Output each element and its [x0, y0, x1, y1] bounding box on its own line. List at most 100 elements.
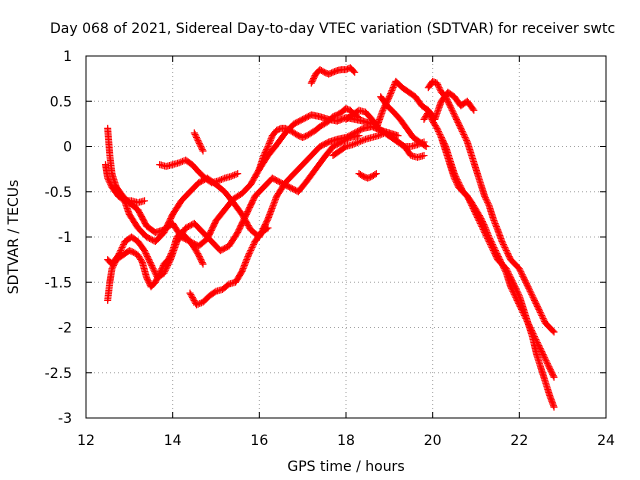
data-point	[266, 138, 274, 146]
data-point	[475, 216, 483, 224]
data-point	[491, 220, 499, 228]
data-point	[457, 124, 465, 132]
data-point	[499, 239, 507, 247]
data-point	[523, 280, 531, 288]
data-point	[502, 265, 510, 273]
data-point	[141, 248, 149, 256]
data-point	[476, 219, 484, 227]
data-point	[434, 127, 442, 135]
y-tick-label: -2.5	[45, 366, 72, 382]
data-point	[463, 192, 471, 200]
data-point	[265, 141, 273, 149]
data-point	[512, 286, 520, 294]
x-tick-label: 16	[250, 433, 268, 449]
data-point	[506, 272, 514, 280]
data-point	[480, 227, 488, 235]
data-point	[529, 293, 537, 301]
data-points	[102, 64, 558, 411]
data-point	[394, 132, 402, 140]
data-point	[199, 260, 207, 268]
data-point	[389, 83, 397, 91]
data-point	[473, 213, 481, 221]
data-point	[532, 299, 540, 307]
data-point	[542, 357, 550, 365]
data-point	[118, 244, 126, 252]
data-point	[450, 111, 458, 119]
data-point	[546, 366, 554, 374]
data-point	[425, 110, 433, 118]
data-point	[540, 316, 548, 324]
data-point	[115, 250, 123, 258]
data-point	[472, 210, 480, 218]
data-point	[195, 139, 203, 147]
y-tick-label: 1	[63, 49, 72, 65]
y-axis-label: SDTVAR / TECUs	[6, 180, 22, 295]
data-point	[482, 231, 490, 239]
data-series-arc-12	[342, 106, 428, 161]
data-point	[484, 236, 492, 244]
data-point	[152, 277, 160, 285]
x-tick-label: 24	[597, 433, 615, 449]
data-point	[261, 149, 269, 157]
data-point	[470, 206, 478, 214]
data-point	[451, 112, 459, 120]
data-point	[262, 147, 270, 155]
data-point	[263, 144, 271, 152]
data-point	[234, 170, 242, 178]
data-point	[451, 176, 459, 184]
data-point	[453, 180, 461, 188]
data-point	[161, 268, 169, 276]
data-point	[536, 345, 544, 353]
data-point	[449, 108, 457, 116]
data-point	[442, 94, 450, 102]
tick-labels: 12 14 16 18 20 22 24 -3 -2.5 -2 -1.5 -1 -0.5 0 0.5 1	[45, 49, 615, 449]
data-point	[548, 369, 556, 377]
data-point	[433, 79, 441, 87]
data-point	[453, 115, 460, 123]
data-point	[247, 247, 255, 255]
data-point	[248, 244, 256, 252]
data-point	[151, 269, 159, 277]
data-point	[500, 242, 508, 250]
data-point	[511, 283, 519, 291]
data-point	[446, 102, 454, 110]
data-point	[530, 331, 538, 339]
data-point	[117, 245, 125, 253]
data-point	[193, 301, 200, 309]
data-point	[452, 114, 460, 122]
data-series-arc-4	[104, 132, 363, 282]
data-point	[355, 114, 363, 122]
data-point	[468, 203, 476, 211]
data-point	[216, 176, 224, 184]
data-point	[265, 139, 273, 147]
data-point	[468, 201, 476, 209]
data-point	[352, 139, 360, 147]
data-point	[307, 79, 315, 87]
data-point	[148, 262, 156, 270]
data-point	[546, 364, 554, 372]
data-point	[143, 253, 151, 261]
data-point	[190, 129, 198, 137]
data-point	[387, 88, 395, 96]
data-point	[467, 200, 475, 208]
data-series-arc-13	[355, 170, 380, 182]
data-point	[195, 253, 203, 261]
data-point	[196, 300, 204, 308]
y-tick-label: -1	[58, 230, 72, 246]
data-point	[533, 339, 541, 347]
data-point	[501, 244, 509, 252]
data-point	[230, 171, 238, 179]
data-point	[143, 274, 151, 282]
data-point	[528, 292, 536, 300]
data-point	[507, 274, 515, 282]
y-tick-label: -3	[58, 411, 72, 427]
data-point	[350, 67, 358, 75]
data-point	[514, 289, 522, 297]
data-point	[531, 298, 539, 306]
y-tick-label: -0.5	[45, 185, 72, 201]
data-point	[357, 137, 365, 145]
data-point	[527, 325, 535, 333]
data-point	[442, 93, 450, 101]
data-point	[385, 93, 393, 101]
data-point	[543, 358, 551, 366]
